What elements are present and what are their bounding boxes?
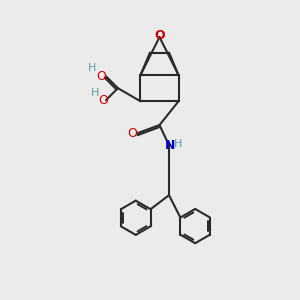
Text: N: N: [164, 139, 175, 152]
Text: H: H: [90, 88, 99, 98]
Text: H: H: [88, 63, 96, 73]
Text: O: O: [96, 70, 106, 83]
Text: O: O: [154, 29, 165, 42]
Text: H: H: [174, 139, 182, 149]
Text: O: O: [98, 94, 108, 106]
Text: O: O: [127, 127, 137, 140]
